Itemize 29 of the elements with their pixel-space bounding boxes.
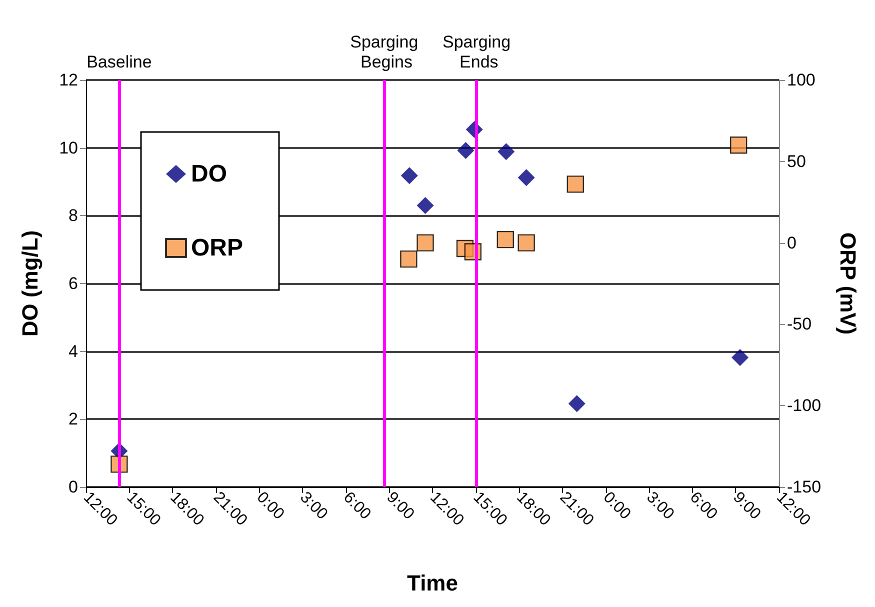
legend-label: ORP: [191, 234, 244, 262]
y-axis-title: DO (mg/L): [18, 230, 42, 337]
ref-line-label: Sparging Ends: [442, 32, 511, 72]
x-tick-label: 3:00: [296, 488, 331, 524]
y-tick-label: 4: [68, 342, 78, 361]
ref-line-label: Baseline: [86, 52, 152, 72]
y2-tick-label: 0: [787, 233, 796, 252]
x-axis-title: Time: [407, 570, 458, 596]
y-tick-label: 2: [68, 410, 78, 429]
y-tick-label: 10: [59, 138, 78, 158]
legend-label: DO: [191, 160, 227, 188]
y-tick-label: 0: [68, 478, 78, 496]
y2-tick-label: -150: [787, 478, 822, 496]
x-tick-label: 0:00: [253, 488, 288, 524]
y2-tick-label: 100: [787, 70, 816, 90]
x-tick-label: 6:00: [686, 488, 720, 524]
y2-axis-title: ORP (mV): [836, 232, 860, 335]
y-tick-label: 8: [68, 206, 78, 226]
y-tick-label: 6: [68, 274, 78, 293]
x-tick-label: 9:00: [383, 488, 418, 524]
x-tick-label: 9:00: [730, 488, 764, 524]
ref-line-label: Sparging Begins: [350, 32, 418, 72]
x-tick-label: 6:00: [340, 488, 374, 524]
y-tick-label: 12: [59, 70, 78, 90]
x-tick-label: 0:00: [600, 488, 634, 524]
y2-tick-label: -50: [787, 314, 812, 334]
y2-tick-label: 50: [787, 152, 806, 171]
x-tick-label: 3:00: [643, 488, 678, 524]
y2-tick-label: -100: [787, 396, 822, 416]
